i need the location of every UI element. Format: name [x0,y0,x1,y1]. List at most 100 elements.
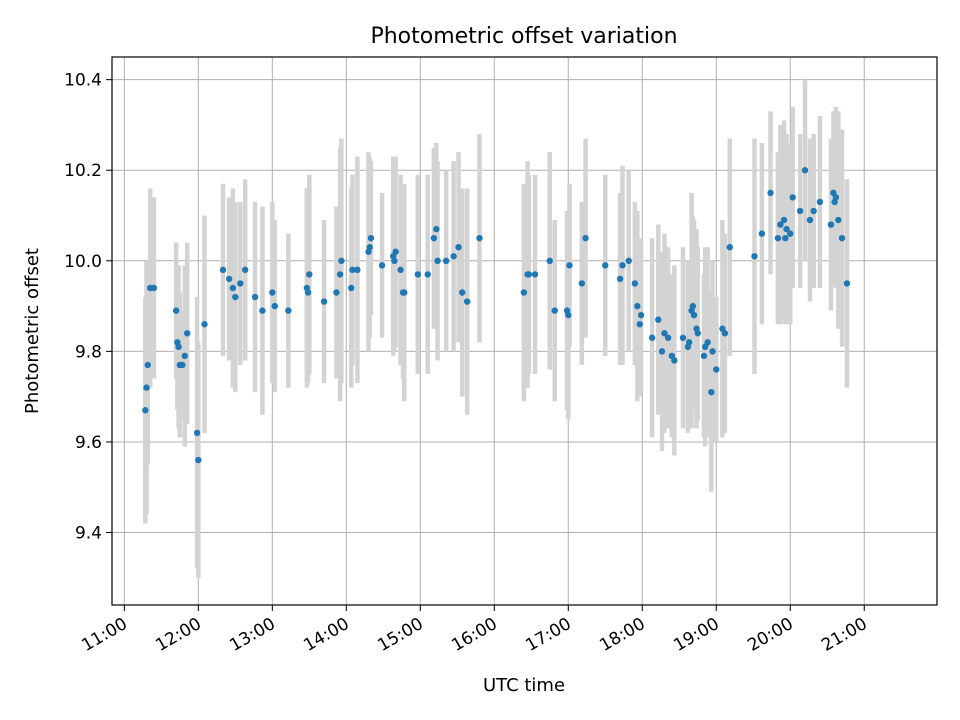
data-point [414,271,422,278]
data-point [450,253,457,260]
data-point [767,189,774,197]
data-point [637,311,645,319]
data-point [401,289,408,296]
data-point [551,307,558,314]
data-point [631,280,639,287]
y-tick-label: 9.8 [75,342,102,362]
data-point [531,271,539,278]
data-point [229,284,237,292]
data-point [634,302,641,310]
data-point [430,234,438,242]
data-point [774,234,782,242]
data-point [271,302,278,310]
data-point [142,407,149,414]
y-axis-label: Photometric offset [22,248,43,414]
data-point [463,298,471,305]
data-point [333,289,340,296]
data-point [578,280,586,287]
data-point [455,244,462,251]
data-point [175,343,182,351]
data-point [391,257,398,265]
data-point [433,225,440,233]
data-point [336,271,344,278]
data-point [201,321,208,328]
data-point [582,234,589,242]
data-point [285,307,292,314]
x-axis-label: UTC time [483,675,565,696]
data-point [810,207,817,215]
data-point [832,194,840,201]
data-point [241,266,249,274]
data-point [679,334,687,341]
data-point [636,321,644,328]
data-point [434,257,441,265]
y-tick-label: 9.4 [75,524,102,544]
data-point [525,271,533,278]
data-point [726,244,734,251]
data-point [546,257,553,265]
data-point [566,262,573,269]
data-point [193,429,201,437]
data-point [783,225,790,233]
data-point [259,307,266,314]
data-point [195,456,202,464]
data-point [777,221,784,228]
data-point [789,194,796,201]
data-point [787,230,794,237]
data-point [721,330,729,337]
y-tick-label: 10.4 [64,71,102,91]
data-point [648,334,656,341]
data-point [366,244,373,251]
data-point [424,271,431,278]
data-point [150,284,158,292]
data-point [181,352,188,360]
data-point [476,234,483,242]
data-point [835,216,842,224]
data-point [685,339,693,346]
data-point [796,207,804,215]
data-point [172,307,180,314]
data-point [232,293,239,301]
data-point [565,311,572,319]
data-point [392,248,399,255]
data-point [367,234,375,242]
data-point [349,266,356,274]
data-point [709,348,716,355]
data-point [184,330,191,337]
data-point [655,316,662,323]
data-point [179,361,186,369]
data-point [251,293,259,301]
data-point [827,221,835,228]
data-point [708,388,715,396]
data-point [700,352,708,360]
data-point [780,216,788,224]
data-point [661,330,668,337]
data-point [397,266,404,274]
data-point [689,302,697,310]
data-point [616,275,624,283]
data-point [459,289,466,296]
data-point [658,348,666,355]
data-point [619,262,626,269]
data-point [801,167,809,174]
data-point [806,216,814,224]
data-point [690,311,698,319]
data-point [782,234,789,242]
data-point [602,262,609,269]
data-point [354,266,361,274]
y-tick-label: 10.2 [64,161,102,181]
data-point [219,266,227,274]
data-point [320,298,328,305]
data-point [442,257,450,265]
data-point [520,289,528,296]
data-point [378,262,386,269]
data-point [838,234,846,242]
data-point [143,384,150,391]
data-point [758,230,766,237]
chart-title: Photometric offset variation [370,24,677,49]
data-point [225,275,233,283]
data-point [694,330,701,337]
data-point [144,361,151,369]
